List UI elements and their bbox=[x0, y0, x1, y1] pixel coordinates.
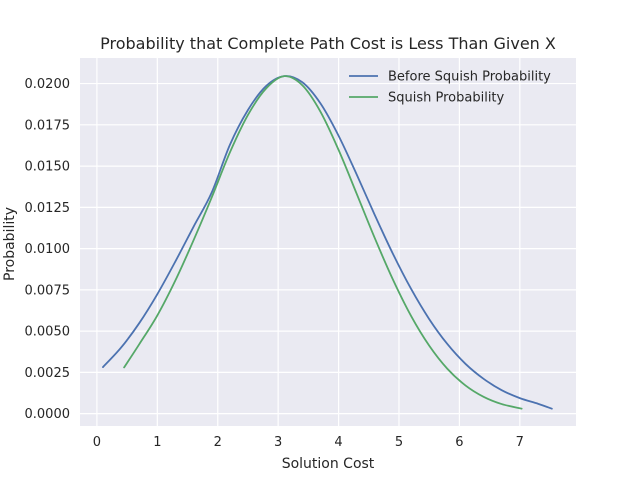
y-tick-label: 0.0175 bbox=[25, 118, 71, 133]
y-tick-label: 0.0050 bbox=[25, 325, 71, 340]
y-tick-label: 0.0200 bbox=[25, 77, 71, 92]
y-tick-label: 0.0025 bbox=[25, 366, 71, 381]
y-tick-label: 0.0075 bbox=[25, 283, 71, 298]
x-tick-label: 6 bbox=[455, 435, 463, 450]
chart-title: Probability that Complete Path Cost is L… bbox=[100, 34, 556, 53]
x-axis-title: Solution Cost bbox=[282, 456, 375, 472]
legend-label: Before Squish Probability bbox=[388, 70, 551, 85]
x-tick-label: 5 bbox=[395, 435, 403, 450]
x-tick-label: 0 bbox=[93, 435, 101, 450]
y-tick-label: 0.0000 bbox=[25, 407, 71, 422]
legend-item: Squish Probability bbox=[349, 91, 505, 106]
y-tick-label: 0.0150 bbox=[25, 160, 71, 175]
y-tick-label: 0.0125 bbox=[25, 201, 71, 216]
before-squish-probability-line bbox=[102, 75, 553, 410]
x-tick-label: 7 bbox=[516, 435, 524, 450]
legend-item: Before Squish Probability bbox=[349, 70, 551, 85]
x-tick-label: 1 bbox=[153, 435, 161, 450]
legend: Before Squish Probability Squish Probabil… bbox=[349, 70, 551, 106]
legend-label: Squish Probability bbox=[388, 91, 505, 106]
series-lines bbox=[102, 75, 553, 410]
grid-lines bbox=[80, 58, 576, 426]
tick-labels: 0 1 2 3 4 5 6 7 0.0000 0.0025 0.0050 0.0075 0.0100 0.… bbox=[25, 77, 524, 450]
x-tick-label: 4 bbox=[334, 435, 342, 450]
y-axis-title: Probability bbox=[2, 207, 18, 281]
x-tick-label: 3 bbox=[274, 435, 282, 450]
squish-probability-line bbox=[123, 75, 523, 410]
x-tick-label: 2 bbox=[214, 435, 222, 450]
plot-area bbox=[80, 58, 576, 426]
y-tick-label: 0.0100 bbox=[25, 242, 71, 257]
